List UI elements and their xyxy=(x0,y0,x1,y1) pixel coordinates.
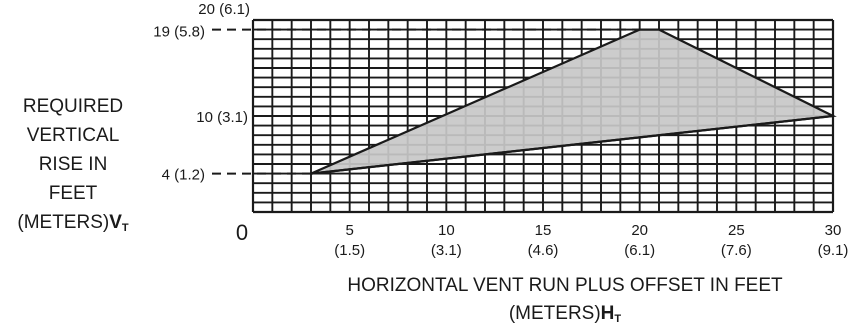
y-axis-title-units: (METERS) xyxy=(17,212,110,233)
y-axis-title-line-1: REQUIRED xyxy=(22,96,124,117)
x-tick-sublabel: (7.6) xyxy=(721,242,752,259)
y-tick-labels: 20 (6.1) 19 (5.8) 10 (3.1) 4 (1.2) xyxy=(153,1,250,184)
x-tick-label: 10 xyxy=(438,222,455,239)
x-axis-variable-subscript: T xyxy=(614,313,622,325)
y-axis-title-line-2: VERTICAL xyxy=(26,125,120,146)
y-axis-title: REQUIRED VERTICAL RISE IN FEET (METERS)V… xyxy=(0,92,146,243)
y-tick-label: 4 (1.2) xyxy=(162,167,205,184)
origin-label: 0 xyxy=(236,220,248,245)
x-tick-label: 15 xyxy=(535,222,552,239)
x-tick-sublabel: (9.1) xyxy=(818,242,849,259)
x-axis-variable: H xyxy=(600,303,615,324)
x-axis-title: HORIZONTAL VENT RUN PLUS OFFSET IN FEET … xyxy=(270,272,860,333)
y-axis-variable-subscript: T xyxy=(121,222,129,234)
x-tick-label: 5 xyxy=(345,222,353,239)
y-axis-title-line-5: (METERS)VT xyxy=(0,208,146,243)
x-tick-label: 30 xyxy=(825,222,842,239)
x-axis-title-line-2: (METERS)HT xyxy=(508,303,622,325)
y-axis-title-line-4: FEET xyxy=(48,183,98,204)
x-tick-labels: 5 (1.5) 10 (3.1) 15 (4.6) 20 (6.1) 25 (7.6) 30 (9.1… xyxy=(334,222,848,259)
y-tick-label: 19 (5.8) xyxy=(153,24,205,41)
x-tick-sublabel: (4.6) xyxy=(528,242,559,259)
x-tick-label: 20 xyxy=(631,222,648,239)
x-tick-label: 25 xyxy=(728,222,745,239)
guide-lines xyxy=(212,28,640,175)
y-axis-title-line-3: RISE IN xyxy=(38,154,108,175)
region-polygon xyxy=(310,28,837,175)
y-tick-label: 10 (3.1) xyxy=(196,109,248,126)
x-tick-sublabel: (6.1) xyxy=(624,242,655,259)
y-tick-label: 20 (6.1) xyxy=(198,1,250,18)
x-tick-sublabel: (3.1) xyxy=(431,242,462,259)
region-lower-edge xyxy=(310,114,834,175)
x-axis-title-line-1: HORIZONTAL VENT RUN PLUS OFFSET IN FEET xyxy=(347,275,783,296)
x-tick-sublabel: (1.5) xyxy=(334,242,365,259)
allowable-region xyxy=(310,28,837,175)
y-axis-variable: V xyxy=(109,212,122,233)
